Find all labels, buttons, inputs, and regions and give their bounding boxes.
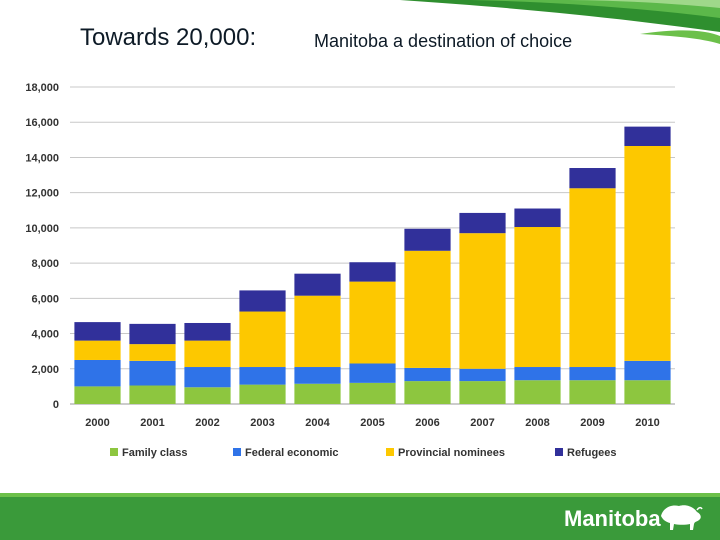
manitoba-logo-text: Manitoba <box>564 506 661 531</box>
bar-segment-family-class <box>294 383 341 404</box>
x-tick-label: 2001 <box>140 417 164 429</box>
header-swoosh <box>400 0 720 44</box>
bar-segment-family-class <box>459 381 506 404</box>
y-tick-label: 16,000 <box>25 117 59 129</box>
bar-segment-federal-economic <box>129 360 176 386</box>
bar-segment-family-class <box>184 387 231 404</box>
x-tick-label: 2007 <box>470 417 494 429</box>
bar-segment-provincial-nominees <box>74 340 121 360</box>
x-tick-label: 2005 <box>360 417 384 429</box>
page-subtitle: Manitoba a destination of choice <box>314 31 573 51</box>
bar-segment-refugees <box>129 323 176 345</box>
x-tick-label: 2009 <box>580 417 604 429</box>
x-tick-label: 2003 <box>250 417 274 429</box>
bar-segment-provincial-nominees <box>624 145 671 361</box>
bar-segment-refugees <box>459 212 506 234</box>
y-tick-label: 4,000 <box>31 329 59 341</box>
bar-segment-federal-economic <box>239 367 286 385</box>
bar-segment-refugees <box>569 168 616 189</box>
page-title: Towards 20,000: <box>80 24 257 51</box>
y-tick-label: 6,000 <box>31 293 59 305</box>
legend-label: Provincial nominees <box>398 447 505 459</box>
y-tick-label: 18,000 <box>25 82 59 94</box>
legend-swatch <box>233 448 241 456</box>
y-tick-label: 2,000 <box>31 364 59 376</box>
bar-segment-federal-economic <box>514 367 561 381</box>
bar-segment-federal-economic <box>569 367 616 381</box>
bar-segment-provincial-nominees <box>184 340 231 368</box>
y-tick-label: 12,000 <box>25 188 59 200</box>
legend-label: Refugees <box>567 447 617 459</box>
x-tick-label: 2002 <box>195 417 219 429</box>
bar-segment-refugees <box>184 322 231 341</box>
bar-segment-provincial-nominees <box>514 227 561 368</box>
bar-segment-provincial-nominees <box>239 311 286 368</box>
bar-segment-provincial-nominees <box>349 281 396 364</box>
bar-segment-family-class <box>129 385 176 404</box>
y-tick-label: 0 <box>53 399 59 411</box>
legend-swatch <box>386 448 394 456</box>
bar-segment-provincial-nominees <box>459 233 506 369</box>
bar-segment-refugees <box>404 228 451 251</box>
bar-segment-federal-economic <box>624 360 671 381</box>
footer-bar <box>0 493 720 540</box>
bar-segment-refugees <box>239 290 286 312</box>
bar-segment-family-class <box>349 382 396 404</box>
bar-segment-family-class <box>239 384 286 404</box>
legend-label: Federal economic <box>245 447 339 459</box>
bar-segment-provincial-nominees <box>294 295 341 368</box>
legend-swatch <box>555 448 563 456</box>
bar-segment-provincial-nominees <box>404 250 451 368</box>
bar-segment-provincial-nominees <box>129 344 176 361</box>
x-tick-label: 2004 <box>305 417 330 429</box>
bar-segment-federal-economic <box>404 367 451 382</box>
stacked-bar-chart: 0 2,000 4,000 6,000 8,000 10,000 12,000 14,000 1… <box>25 82 675 459</box>
x-tick-label: 2006 <box>415 417 439 429</box>
bar-segment-refugees <box>514 208 561 228</box>
y-tick-label: 14,000 <box>25 152 59 164</box>
legend-swatch <box>110 448 118 456</box>
bar-segment-federal-economic <box>349 363 396 383</box>
bar-segment-family-class <box>514 380 561 404</box>
x-tick-label: 2010 <box>635 417 659 429</box>
bar-segment-federal-economic <box>294 367 341 384</box>
x-tick-label: 2000 <box>85 417 109 429</box>
bar-segment-refugees <box>294 273 341 296</box>
x-tick-label: 2008 <box>525 417 549 429</box>
bar-segment-refugees <box>349 262 396 282</box>
bar-segment-federal-economic <box>184 367 231 388</box>
y-tick-label: 8,000 <box>31 258 59 270</box>
bar-segment-federal-economic <box>74 359 121 387</box>
bar-segment-refugees <box>74 322 121 341</box>
y-tick-label: 10,000 <box>25 223 59 235</box>
bar-segment-family-class <box>624 380 671 404</box>
bar-segment-family-class <box>404 381 451 404</box>
bar-segment-refugees <box>624 126 671 146</box>
bison-logo-icon <box>661 505 703 530</box>
bar-segment-provincial-nominees <box>569 188 616 368</box>
legend-label: Family class <box>122 447 187 459</box>
bar-segment-federal-economic <box>459 368 506 382</box>
bar-segment-family-class <box>74 386 121 404</box>
bar-segment-family-class <box>569 380 616 404</box>
